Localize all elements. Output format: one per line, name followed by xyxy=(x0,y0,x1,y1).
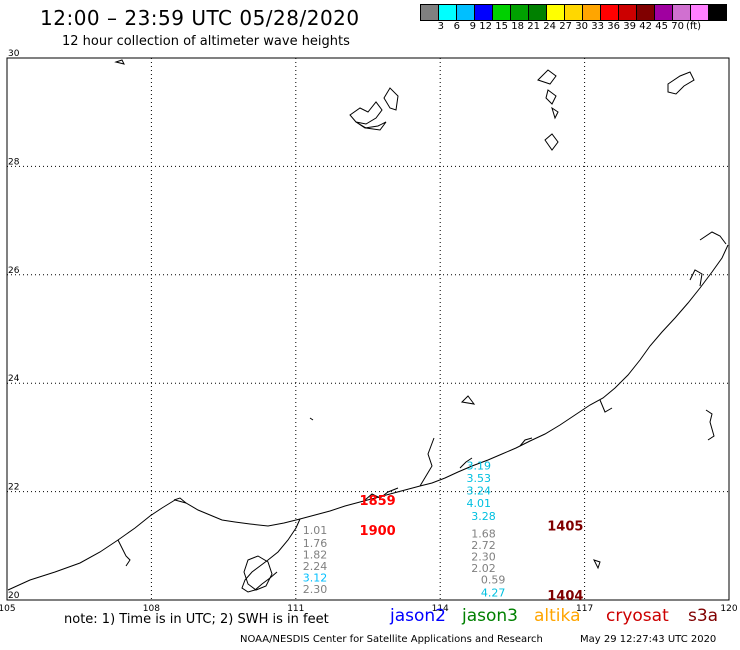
wave-height-label: 0.59 xyxy=(481,574,506,587)
wave-height-label: 3.28 xyxy=(471,510,496,523)
color-scale-label: 3 xyxy=(437,21,444,32)
color-scale-label: 6 xyxy=(453,21,460,32)
legend-entry: s3a xyxy=(688,606,719,626)
wave-height-label: 2.30 xyxy=(303,583,328,596)
color-scale-label: 42 xyxy=(639,21,652,32)
color-scale-label: 33 xyxy=(591,21,604,32)
color-scale-label: 70 xyxy=(671,21,684,32)
legend-entry: cryosat xyxy=(606,606,669,626)
color-scale-label: 39 xyxy=(623,21,636,32)
wave-height-label: 2.30 xyxy=(471,550,496,563)
wave-height-label: 1.01 xyxy=(303,524,328,537)
latitude-tick-label: 20 xyxy=(8,591,20,601)
wave-height-label: 1.82 xyxy=(303,548,328,561)
color-scale-label: 27 xyxy=(559,21,572,32)
generation-timestamp: May 29 12:27:43 UTC 2020 xyxy=(580,634,717,645)
wave-height-label: 1.68 xyxy=(471,528,496,541)
map-frame xyxy=(6,57,730,601)
wave-height-label: 3.12 xyxy=(303,572,328,585)
wave-height-label: 2.02 xyxy=(471,562,496,575)
longitude-tick-label: 120 xyxy=(720,604,737,614)
pass-time-label: 1404 xyxy=(547,589,583,604)
pass-time-label: 1859 xyxy=(360,494,396,509)
color-scale-label: 21 xyxy=(527,21,540,32)
legend-entry: jason2 xyxy=(390,606,446,626)
color-scale-label: 15 xyxy=(495,21,508,32)
color-scale-label: 12 xyxy=(479,21,492,32)
islands xyxy=(114,59,695,591)
color-scale-label: 30 xyxy=(575,21,588,32)
pass-time-label: 1900 xyxy=(360,524,396,539)
map-title: 12:00 – 23:59 UTC 05/28/2020 xyxy=(40,6,360,30)
wave-height-label: 3.53 xyxy=(466,472,491,485)
map-grid xyxy=(6,57,730,601)
wave-height-label: 3.24 xyxy=(466,484,491,497)
legend-entry: jason3 xyxy=(462,606,518,626)
wave-height-label: 4.27 xyxy=(481,587,506,600)
latitude-tick-label: 30 xyxy=(8,49,20,59)
pass-time-label: 1405 xyxy=(547,520,583,535)
color-scale xyxy=(420,4,727,21)
longitude-tick-label: 111 xyxy=(287,604,304,614)
color-scale-swatch xyxy=(708,4,727,21)
color-scale-label: 24 xyxy=(543,21,556,32)
footer-note: note: 1) Time is in UTC; 2) SWH is in fe… xyxy=(64,612,329,627)
wave-height-values: 1.011.761.822.243.122.303.193.533.244.01… xyxy=(303,459,506,599)
latitude-tick-label: 22 xyxy=(8,483,19,493)
latitude-tick-label: 28 xyxy=(8,157,20,167)
color-scale-label: 18 xyxy=(511,21,524,32)
longitude-tick-label: 114 xyxy=(432,604,449,614)
map-subtitle: 12 hour collection of altimeter wave hei… xyxy=(62,34,350,49)
latitude-tick-label: 26 xyxy=(8,266,20,276)
longitude-tick-label: 108 xyxy=(143,604,160,614)
color-scale-label: 45 xyxy=(655,21,668,32)
latitude-tick-label: 24 xyxy=(8,374,20,384)
longitude-tick-label: 117 xyxy=(576,604,593,614)
map-tick-labels: 105 108 111 114 117 120 30 28 26 24 22 20 xyxy=(0,49,738,614)
credit-line: NOAA/NESDIS Center for Satellite Applica… xyxy=(240,634,543,645)
color-scale-label: 9 xyxy=(469,21,476,32)
wave-height-label: 2.72 xyxy=(471,539,496,552)
color-scale-labels: 3 6 9 12 15 18 21 24 27 30 33 36 39 42 45 70 (ft) xyxy=(420,21,706,32)
coastline xyxy=(7,231,729,593)
longitude-tick-label: 105 xyxy=(0,604,16,614)
wave-height-label: 4.01 xyxy=(466,497,491,510)
color-scale-label: 36 xyxy=(607,21,620,32)
wave-height-label: 2.24 xyxy=(303,560,328,573)
pass-time-labels: 1859 1900 1405 1404 xyxy=(360,494,584,604)
legend-entry: altika xyxy=(534,606,581,626)
color-scale-unit: (ft) xyxy=(686,21,702,32)
wave-height-label: 1.76 xyxy=(303,537,328,550)
wave-height-label: 3.19 xyxy=(466,459,491,472)
